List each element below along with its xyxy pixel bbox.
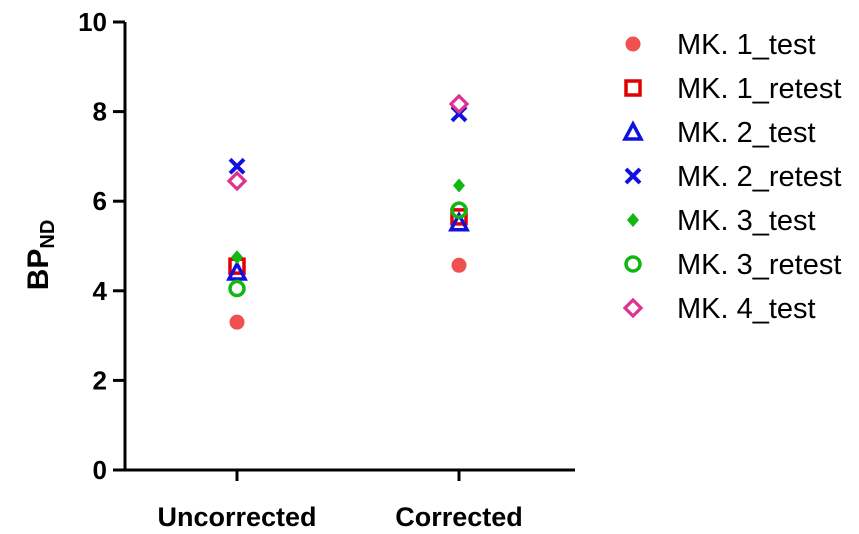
- y-ticks: 0 2 4 6 8 10: [78, 7, 125, 485]
- x-category-label: Uncorrected: [157, 502, 316, 532]
- legend-label: MK. 1_test: [677, 29, 816, 61]
- y-tick-label: 4: [93, 276, 108, 306]
- legend-label: MK. 1_retest: [677, 73, 841, 105]
- legend-item: MK. 3_test: [627, 205, 816, 237]
- y-axis-label: BPND: [22, 220, 59, 291]
- data-point: [450, 208, 468, 226]
- data-point: [228, 157, 246, 175]
- legend-marker: [627, 213, 639, 227]
- legend-item: MK. 1_test: [625, 29, 816, 61]
- legend-label: MK. 3_test: [677, 205, 816, 237]
- legend-label: MK. 3_retest: [677, 249, 841, 281]
- legend-marker: [624, 79, 642, 97]
- x-category-label: Corrected: [395, 502, 523, 532]
- data-point: [448, 93, 470, 115]
- legend-marker: [624, 255, 642, 273]
- data-point: [226, 170, 248, 192]
- legend-item: MK. 2_retest: [624, 161, 841, 193]
- y-axis-label-subscript: ND: [37, 220, 59, 249]
- legend-label: MK. 4_test: [677, 293, 816, 325]
- data-points: [226, 93, 470, 330]
- y-tick-label: 0: [93, 455, 107, 485]
- data-point: [451, 257, 467, 273]
- x-categories: Uncorrected Corrected: [157, 470, 523, 532]
- legend-marker: [624, 167, 642, 185]
- data-point: [228, 279, 246, 298]
- legend-marker: [625, 36, 641, 52]
- data-point: [448, 210, 470, 232]
- legend-label: MK. 2_test: [677, 117, 816, 149]
- data-point: [226, 260, 248, 281]
- data-point: [229, 314, 245, 330]
- y-tick-label: 6: [93, 186, 107, 216]
- axes: [123, 22, 575, 472]
- legend-item: MK. 4_test: [622, 293, 816, 325]
- legend-marker: [622, 297, 644, 319]
- data-point: [450, 201, 468, 219]
- y-axis-label-main: BP: [22, 249, 55, 291]
- y-tick-label: 8: [93, 97, 107, 127]
- y-tick-label: 2: [93, 365, 107, 395]
- legend-marker: [622, 120, 644, 141]
- data-point: [453, 178, 465, 193]
- legend-item: MK. 2_test: [622, 117, 816, 149]
- data-point: [231, 250, 243, 265]
- legend: MK. 1_test MK. 1_retest MK. 2_test MK. 2_re…: [622, 29, 841, 325]
- legend-item: MK. 3_retest: [624, 249, 841, 281]
- y-tick-label: 10: [78, 7, 107, 37]
- legend-label: MK. 2_retest: [677, 161, 841, 193]
- legend-item: MK. 1_retest: [624, 73, 841, 105]
